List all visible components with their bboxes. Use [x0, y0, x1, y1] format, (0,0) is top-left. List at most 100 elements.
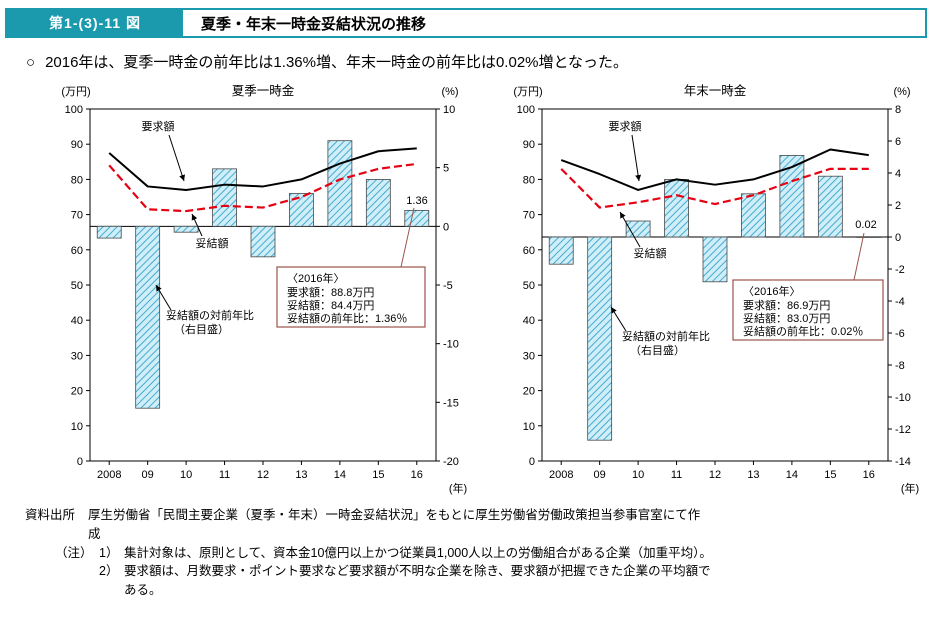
last-bar-value-label: 1.36 [406, 195, 427, 207]
svg-text:90: 90 [523, 139, 535, 151]
svg-text:60: 60 [71, 245, 83, 257]
svg-text:(%): (%) [893, 86, 910, 98]
svg-text:(%): (%) [441, 86, 458, 98]
source-line: 資料出所 厚生労働省「民間主要企業（夏季・年末）一時金妥結状況」をもとに厚生労働省… [25, 506, 932, 525]
svg-text:2008: 2008 [97, 469, 121, 481]
svg-text:4: 4 [895, 168, 901, 180]
svg-text:2: 2 [895, 200, 901, 212]
x-axis: 2008 09 10 11 12 13 14 15 16 (年) [549, 461, 919, 495]
chart-titles: (万円) 夏季一時金 (%) [61, 83, 458, 98]
svg-text:要求額: 要求額 [142, 120, 175, 133]
svg-text:100: 100 [517, 104, 535, 116]
bullet-circle-icon: ○ [26, 54, 36, 71]
svg-text:30: 30 [71, 350, 83, 362]
svg-text:15: 15 [372, 469, 384, 481]
note-2-number: 2） [99, 564, 119, 579]
svg-text:13: 13 [747, 469, 759, 481]
note-1-text: 集計対象は、原則として、資本金10億円以上かつ従業員1,000人以上の労働組合が… [124, 545, 712, 560]
svg-text:-15: -15 [443, 397, 459, 409]
summer-bonus-chart: (万円) 夏季一時金 (%)10090807060504030201001050-5… [61, 83, 467, 495]
svg-text:(年): (年) [449, 481, 467, 495]
svg-text:〈2016年〉: 〈2016年〉 [287, 271, 344, 285]
svg-text:0.02: 0.02 [855, 219, 876, 231]
svg-text:〈2016年〉: 〈2016年〉 [743, 284, 800, 298]
source-label: 資料出所 [25, 508, 76, 522]
svg-text:10: 10 [523, 421, 535, 433]
svg-text:09: 09 [594, 469, 606, 481]
svg-text:40: 40 [523, 315, 535, 327]
svg-text:妥結額: 妥結額 [634, 246, 667, 260]
svg-text:-6: -6 [895, 328, 905, 340]
svg-text:8: 8 [895, 104, 901, 116]
svg-text:80: 80 [71, 174, 83, 186]
svg-text:12: 12 [709, 469, 721, 481]
svg-text:-20: -20 [443, 456, 459, 468]
svg-text:要求額：88.8万円: 要求額：88.8万円 [287, 286, 374, 299]
svg-text:80: 80 [523, 174, 535, 186]
svg-text:妥結額：84.4万円: 妥結額：84.4万円 [287, 298, 374, 312]
svg-text:-5: -5 [443, 280, 453, 292]
svg-text:1.36: 1.36 [406, 195, 427, 207]
svg-text:90: 90 [71, 139, 83, 151]
line-series-0 [108, 147, 417, 191]
note-label: （注） [55, 545, 93, 560]
svg-text:60: 60 [523, 245, 535, 257]
svg-text:30: 30 [523, 350, 535, 362]
svg-text:-10: -10 [443, 339, 459, 351]
last-bar-value-label: 0.02 [855, 219, 876, 231]
note-2-continued: ある。 [124, 583, 162, 597]
svg-text:-12: -12 [895, 424, 911, 436]
svg-text:40: 40 [71, 315, 83, 327]
footer: 資料出所 厚生労働省「民間主要企業（夏季・年末）一時金妥結状況」をもとに厚生労働省… [25, 506, 932, 600]
svg-text:-4: -4 [895, 296, 905, 308]
svg-text:5: 5 [443, 163, 449, 175]
svg-text:11: 11 [671, 469, 682, 481]
right-axis: 8 6 4 2 0 -2 -4 -6 -8 -10 -12 -14 [888, 104, 911, 468]
svg-text:（右目盛）: （右目盛） [174, 322, 229, 336]
svg-text:-8: -8 [895, 360, 905, 372]
svg-text:妥結額の対前年比: 妥結額の対前年比 [622, 329, 710, 343]
svg-text:要求額: 要求額 [609, 120, 642, 133]
source-text: 厚生労働省「民間主要企業（夏季・年末）一時金妥結状況」をもとに厚生労働省労働政策… [88, 508, 701, 522]
line-series-0 [560, 148, 869, 191]
year-end-bonus-chart: (万円) 年末一時金 (%)100908070605040302010086420-… [513, 83, 919, 495]
svg-text:10: 10 [71, 421, 83, 433]
svg-text:(年): (年) [901, 481, 919, 495]
svg-text:70: 70 [71, 210, 83, 222]
note-2: 2） 要求額は、月数要求・ポイント要求など要求額が不明な企業を除き、要求額が把握で… [99, 562, 932, 581]
summary-line: ○ 2016年は、夏季一時金の前年比は1.36%増、年末一時金の前年比は0.02%… [26, 51, 932, 72]
svg-text:-2: -2 [895, 264, 905, 276]
note-1: （注） 1） 集計対象は、原則として、資本金10億円以上かつ従業員1,000人以上の… [55, 544, 932, 563]
x-axis: 2008 09 10 11 12 13 14 15 16 (年) [97, 461, 467, 495]
svg-text:10: 10 [443, 104, 455, 116]
svg-text:2008: 2008 [549, 469, 573, 481]
notes: （注） 1） 集計対象は、原則として、資本金10億円以上かつ従業員1,000人以上の… [55, 544, 932, 600]
svg-text:要求額：86.9万円: 要求額：86.9万円 [743, 299, 830, 312]
svg-text:14: 14 [334, 469, 346, 481]
svg-text:50: 50 [71, 280, 83, 292]
svg-text:妥結額の対前年比: 妥結額の対前年比 [166, 308, 254, 322]
svg-text:12: 12 [257, 469, 269, 481]
svg-text:妥結額の前年比：1.36％: 妥結額の前年比：1.36％ [287, 311, 407, 325]
note-2-text: 要求額は、月数要求・ポイント要求など要求額が不明な企業を除き、要求額が把握できた… [124, 564, 711, 579]
svg-text:0: 0 [529, 456, 535, 468]
chart-titles: (万円) 年末一時金 (%) [513, 83, 910, 98]
svg-text:6: 6 [895, 136, 901, 148]
svg-text:10: 10 [180, 469, 192, 481]
svg-text:09: 09 [142, 469, 154, 481]
svg-text:13: 13 [295, 469, 307, 481]
svg-text:（右目盛）: （右目盛） [630, 343, 685, 357]
svg-text:夏季一時金: 夏季一時金 [232, 83, 295, 98]
svg-text:年末一時金: 年末一時金 [684, 83, 747, 98]
yoy-bars [548, 155, 882, 441]
svg-text:11: 11 [219, 469, 230, 481]
charts-row: (万円) 夏季一時金 (%) 100 90 80 70 60 50 40 30 20 10 0 10 5 0 -5… [0, 77, 932, 502]
svg-text:0: 0 [443, 221, 449, 233]
svg-text:16: 16 [863, 469, 875, 481]
